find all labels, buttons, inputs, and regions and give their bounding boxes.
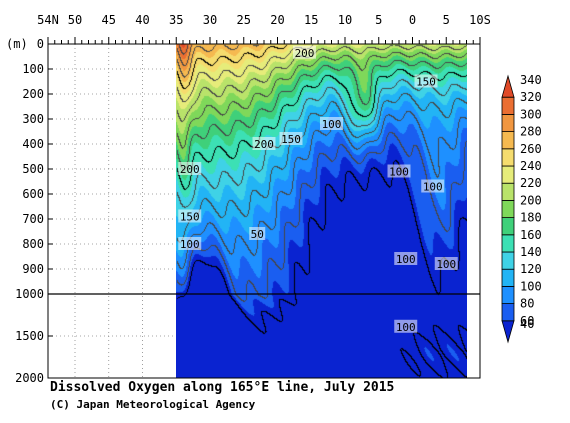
y-tick-label: 1000 [15, 287, 44, 301]
contour-label-bg [414, 74, 438, 88]
x-tick-label: 50 [68, 13, 82, 27]
colorbar-swatch [501, 148, 515, 167]
colorbar-label: 180 [520, 211, 542, 225]
colorbar-label: 200 [520, 193, 542, 207]
x-tick-label: 25 [237, 13, 251, 27]
chart-title: Dissolved Oxygen along 165°E line, July … [50, 380, 395, 395]
depth-unit-label: (m) [6, 37, 28, 51]
colorbar-swatch [501, 182, 515, 201]
y-tick-label: 400 [22, 137, 44, 151]
colorbar-swatch [501, 114, 515, 133]
colorbar-label: 80 [520, 297, 534, 311]
contour-label: 100 [180, 238, 200, 251]
colorbar-swatch [501, 303, 515, 322]
y-tick-label: 800 [22, 237, 44, 251]
contour-label: 100 [322, 118, 342, 131]
y-tick-label: 900 [22, 262, 44, 276]
colorbar-swatch [501, 268, 515, 287]
colorbar-label: 300 [520, 107, 542, 121]
contour-label: 100 [436, 258, 456, 271]
x-tick-label: 10 [338, 13, 352, 27]
colorbar-label: 240 [520, 159, 542, 173]
x-tick-label: 30 [203, 13, 217, 27]
contour-label-bg [387, 164, 411, 178]
contour-label: 100 [396, 321, 416, 334]
colorbar-end-arrow [501, 74, 515, 98]
colorbar-swatch [501, 96, 515, 115]
colorbar-swatch [501, 251, 515, 270]
contour-label-bg [320, 117, 343, 130]
y-tick-label: 200 [22, 87, 44, 101]
x-tick-label: 54N [37, 13, 59, 27]
colorbar-label: 120 [520, 262, 542, 276]
contour-label: 150 [180, 211, 200, 224]
colorbar-label: 160 [520, 228, 542, 242]
y-tick-label: 300 [22, 112, 44, 126]
contour-label-bg [178, 162, 202, 175]
contour-label: 100 [423, 181, 443, 194]
y-tick-label: 100 [22, 62, 44, 76]
depth-axis: 0 100 200 300 400 500 600 700 800 900 1000 1500 2000 [15, 37, 53, 385]
latitude-axis: 54N 50 45 40 35 30 25 20 15 10 5 0 5 10S [37, 13, 491, 44]
y-tick-label: 0 [37, 37, 44, 51]
contour-label: 200 [254, 138, 274, 151]
y-tick-label: 600 [22, 187, 44, 201]
colorbar-label: 220 [520, 176, 542, 190]
x-tick-label: 40 [135, 13, 149, 27]
oxygen-field-raster [176, 44, 467, 378]
contour-label-bg [279, 132, 303, 145]
x-tick-label: 35 [169, 13, 183, 27]
colorbar-label: 60 [520, 314, 534, 328]
colorbar-swatch [501, 234, 515, 253]
contour-label-bg [394, 319, 418, 333]
contour-label-bg [252, 137, 276, 150]
colorbar-label: 140 [520, 245, 542, 259]
colorbar-swatch [501, 131, 515, 150]
contour-label: 50 [251, 228, 264, 241]
colorbar-swatch [501, 165, 515, 184]
contour-label: 100 [396, 253, 416, 266]
x-tick-label: 5 [375, 13, 382, 27]
y-tick-label: 2000 [15, 371, 44, 385]
contour-label-bg [421, 179, 445, 193]
colorbar-swatch [501, 199, 515, 218]
x-tick-label: 5 [443, 13, 450, 27]
contour-label-bg [394, 252, 418, 265]
colorbar-end-arrow [501, 320, 515, 344]
y-tick-label: 700 [22, 212, 44, 226]
oxygen-field [176, 44, 467, 378]
chart-credit: (C) Japan Meteorological Agency [50, 398, 256, 411]
y-tick-label: 500 [22, 162, 44, 176]
colorbar-swatch [501, 285, 515, 304]
colorbar-label: 260 [520, 142, 542, 156]
contour-label-bg [293, 45, 316, 59]
contour-label: 150 [416, 76, 436, 89]
x-tick-label: 15 [304, 13, 318, 27]
contour-label: 150 [281, 133, 301, 146]
colorbar-label: 280 [520, 125, 542, 139]
colorbar-swatch [501, 217, 515, 236]
contour-label-bg [434, 257, 458, 270]
colorbar: 60 80 100 120 140 160 180 200 220 240 260 280 300 320… [501, 73, 542, 344]
x-tick-label: 20 [270, 13, 284, 27]
contour-label: 100 [389, 166, 409, 179]
contour-label-bg [178, 237, 202, 250]
colorbar-label: 40 [520, 317, 534, 331]
contour-label: 200 [180, 163, 200, 176]
contour-labels: 200 150 100 200 150 200 100 100 150 50 100 100 100 10… [178, 45, 458, 334]
y-tick-label: 1500 [15, 329, 44, 343]
colorbar-label: 100 [520, 279, 542, 293]
x-tick-label: 10S [469, 13, 491, 27]
contour-label-bg [249, 227, 266, 240]
x-tick-label: 45 [102, 13, 116, 27]
colorbar-label: 340 [520, 73, 542, 87]
x-tick-label: 0 [409, 13, 416, 27]
contour-label: 200 [295, 47, 315, 60]
colorbar-label: 320 [520, 90, 542, 104]
grid-lines [48, 44, 176, 378]
contour-label-bg [178, 209, 202, 223]
